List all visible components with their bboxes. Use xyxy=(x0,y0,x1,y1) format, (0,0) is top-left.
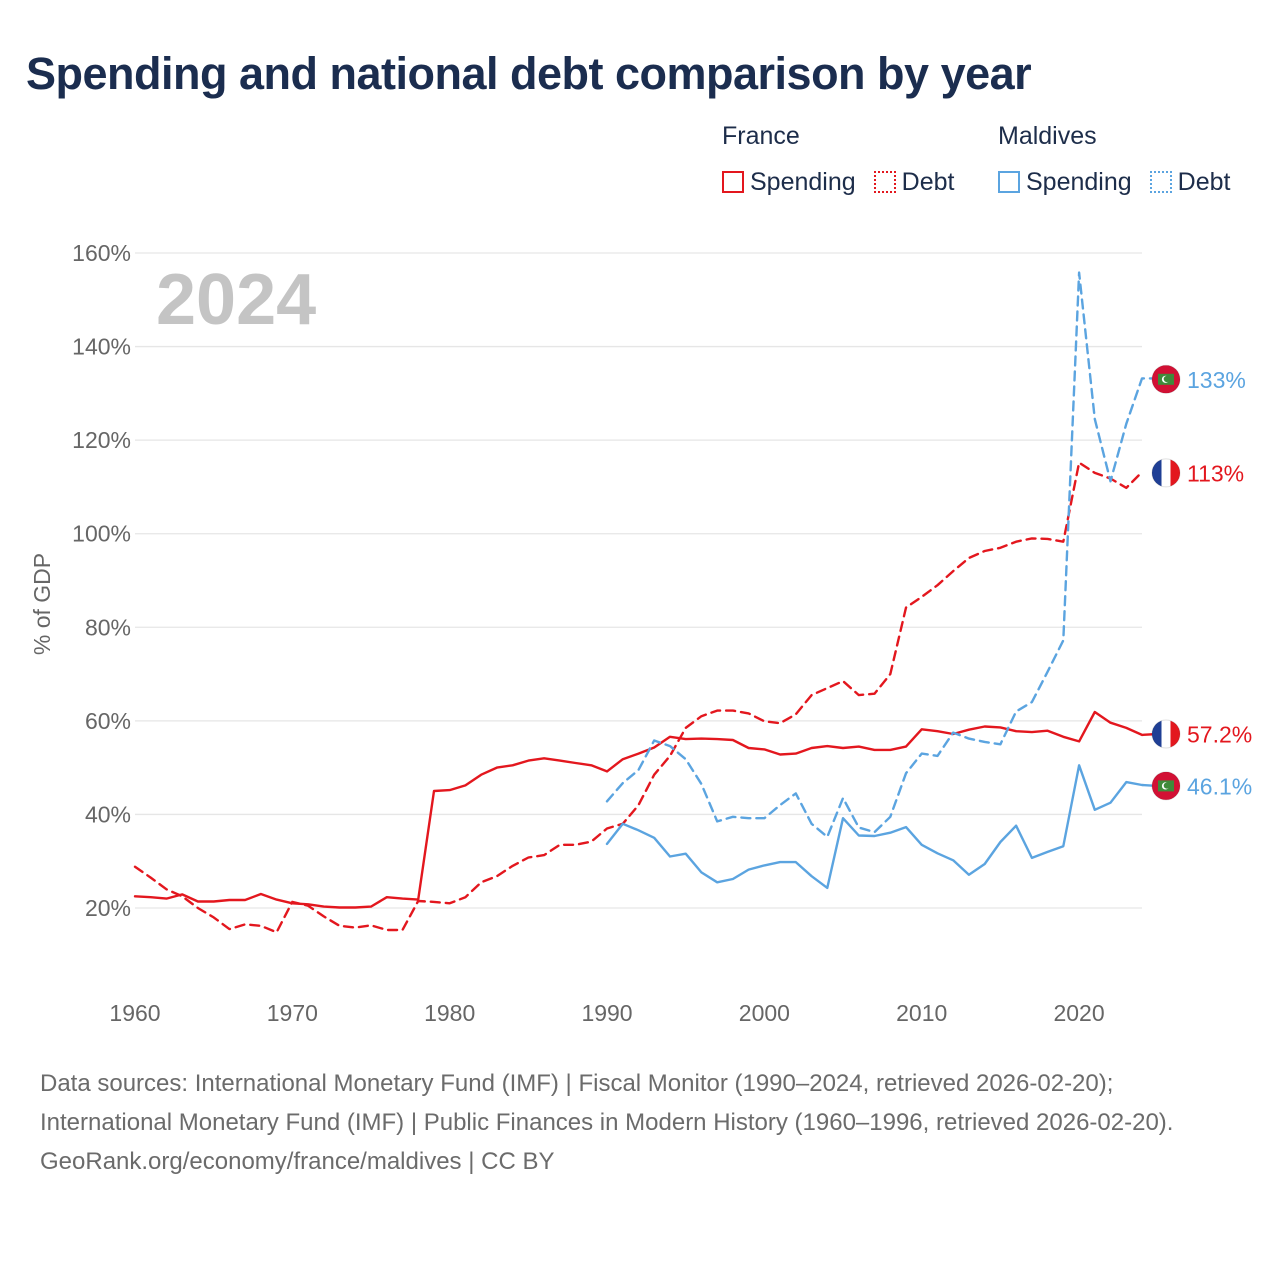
france-flag-icon xyxy=(1152,458,1180,487)
y-tick-label: 120% xyxy=(72,427,131,453)
legend-swatch-solid xyxy=(998,171,1020,193)
y-axis-label: % of GDP xyxy=(29,553,55,655)
maldives-flag-icon xyxy=(1152,771,1180,800)
legend-item-france-spending[interactable]: Spending xyxy=(722,168,856,197)
legend-group-label: Maldives xyxy=(998,122,1097,150)
data-sources: Data sources: International Monetary Fun… xyxy=(40,1070,1174,1136)
series-lines xyxy=(133,271,1159,934)
legend-item-label: Debt xyxy=(1177,167,1231,196)
end-marker-france xyxy=(1151,719,1181,749)
series-line-france-debt xyxy=(133,461,1144,934)
chart-title: Spending and national debt comparison by… xyxy=(26,48,1032,99)
footer: Data sources: International Monetary Fun… xyxy=(40,1064,1240,1181)
legend-group-label: France xyxy=(722,122,800,150)
legend-france: France Spending Debt xyxy=(722,122,972,200)
end-marker-maldives xyxy=(1151,364,1181,394)
series-line-maldives-spending xyxy=(605,764,1159,890)
line-chart: 2024 20%40%60%80%100%120%140%160% 1960 19… xyxy=(29,240,1252,1026)
x-tick-label: 2000 xyxy=(739,1000,790,1026)
x-tick-label: 1970 xyxy=(267,1000,318,1026)
y-tick-label: 20% xyxy=(85,895,131,921)
end-value-label: 113% xyxy=(1187,460,1244,486)
x-tick-label: 1980 xyxy=(424,1000,475,1026)
legend-swatch-solid xyxy=(722,171,744,193)
legend-item-maldives-debt[interactable]: Debt xyxy=(1149,167,1231,197)
y-tick-label: 100% xyxy=(72,521,131,547)
end-value-label: 57.2% xyxy=(1187,721,1252,747)
year-watermark: 2024 xyxy=(156,260,316,340)
y-axis-ticks: 20% 40% 60% 80% 100% 120% 140% 160% xyxy=(72,240,131,921)
legend-item-label: Debt xyxy=(901,167,955,196)
y-tick-label: 160% xyxy=(72,240,131,266)
x-axis-ticks: 1960 1970 1980 1990 2000 2010 2020 xyxy=(109,1000,1104,1026)
y-tick-label: 40% xyxy=(85,801,131,827)
maldives-flag-icon xyxy=(1152,365,1180,394)
legend-item-label: Spending xyxy=(1026,167,1132,196)
end-value-label: 133% xyxy=(1187,367,1246,393)
x-tick-label: 2020 xyxy=(1053,1000,1104,1026)
y-tick-label: 140% xyxy=(72,334,131,360)
end-value-label: 46.1% xyxy=(1187,773,1252,799)
end-marker-france xyxy=(1151,458,1181,488)
legend-item-maldives-spending[interactable]: Spending xyxy=(998,168,1132,197)
france-flag-icon xyxy=(1152,720,1180,748)
series-line-france-spending xyxy=(133,710,1159,909)
y-tick-label: 60% xyxy=(85,708,131,734)
legend-maldives: Maldives Spending Debt xyxy=(998,122,1230,200)
end-labels: 133% 113% 57.2% 46.1% xyxy=(1151,364,1252,801)
legend-item-france-debt[interactable]: Debt xyxy=(873,167,955,197)
legend-swatch-dotted xyxy=(873,171,896,193)
legend-swatch-dotted xyxy=(1149,171,1172,193)
x-tick-label: 1960 xyxy=(109,1000,160,1026)
source-url[interactable]: GeoRank.org/economy/france/maldives | CC… xyxy=(40,1148,555,1175)
y-tick-label: 80% xyxy=(85,614,131,640)
gridlines xyxy=(135,252,1142,909)
x-tick-label: 1990 xyxy=(581,1000,632,1026)
end-marker-maldives xyxy=(1151,771,1181,801)
legend-item-label: Spending xyxy=(750,167,856,196)
x-tick-label: 2010 xyxy=(896,1000,947,1026)
series-line-maldives-debt xyxy=(605,271,1159,839)
